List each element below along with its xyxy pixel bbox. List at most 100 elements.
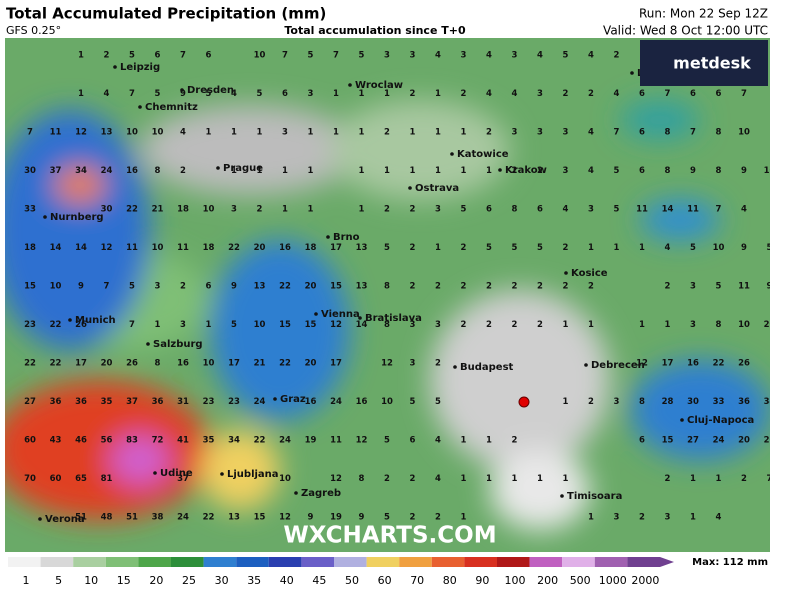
grid-value: 37 — [50, 166, 62, 176]
grid-value: 10 — [764, 166, 776, 176]
grid-value: 5 — [384, 243, 390, 253]
title: Total Accumulated Precipitation (mm) — [6, 5, 326, 23]
grid-value: 12 — [101, 243, 113, 253]
grid-value: 2 — [180, 166, 186, 176]
grid-value: 9 — [231, 282, 237, 292]
grid-value: 2 — [104, 51, 110, 61]
grid-value: 10 — [738, 320, 750, 330]
legend-label: 90 — [475, 574, 489, 587]
grid-value: 1 — [614, 243, 620, 253]
legend-swatch — [366, 557, 400, 567]
legend-label: 5 — [55, 574, 62, 587]
grid-value: 2 — [537, 320, 543, 330]
grid-value: 22 — [228, 243, 240, 253]
city-label: Ljubljana — [227, 469, 279, 480]
grid-value: 5 — [614, 166, 620, 176]
grid-value: 5 — [512, 243, 518, 253]
city-dot — [153, 471, 157, 475]
grid-value: 21 — [152, 205, 164, 215]
grid-value: 60 — [24, 436, 36, 446]
grid-value: 1 — [78, 89, 84, 99]
grid-value: 83 — [126, 436, 138, 446]
grid-value: 4 — [435, 474, 441, 484]
grid-value: 1 — [512, 474, 518, 484]
grid-value: 3 — [614, 513, 620, 523]
grid-value: 12 — [330, 320, 342, 330]
city-dot — [314, 312, 318, 316]
grid-value: 2 — [410, 513, 416, 523]
grid-value: 4 — [435, 436, 441, 446]
grid-value: 15 — [662, 436, 674, 446]
city-label: Zagreb — [301, 488, 341, 499]
legend-swatch — [497, 557, 530, 567]
city-label: Krakow — [505, 165, 547, 176]
legend-label: 30 — [215, 574, 229, 587]
subtitle: Total accumulation since T+0 — [284, 24, 466, 37]
city-label: Timisoara — [567, 491, 622, 502]
city-dot — [498, 168, 502, 172]
grid-value: 20 — [101, 359, 113, 369]
grid-value: 3 — [435, 205, 441, 215]
grid-value: 2 — [563, 89, 569, 99]
grid-value: 36 — [50, 397, 62, 407]
grid-value: 9 — [741, 243, 747, 253]
grid-value: 8 — [716, 320, 722, 330]
grid-value: 36 — [152, 397, 164, 407]
grid-value: 2 — [741, 474, 747, 484]
grid-value: 7 — [129, 89, 135, 99]
legend-swatch — [73, 557, 106, 567]
grid-value: 16 — [356, 397, 368, 407]
grid-value: 1 — [257, 128, 263, 138]
run: Run: Mon 22 Sep 12Z — [639, 7, 768, 21]
city-label: Udine — [160, 468, 193, 479]
grid-value: 13 — [228, 513, 240, 523]
grid-value: 1 — [359, 205, 365, 215]
grid-value: 1 — [410, 128, 416, 138]
grid-value: 17 — [330, 359, 342, 369]
legend-label: 45 — [312, 574, 326, 587]
grid-value: 1 — [333, 128, 339, 138]
grid-value: 22 — [713, 359, 725, 369]
grid-value: 9 — [359, 513, 365, 523]
city-dot — [630, 71, 634, 75]
grid-value: 1 — [639, 320, 645, 330]
grid-value: 1 — [257, 166, 263, 176]
grid-value: 2 — [639, 513, 645, 523]
grid-value: 11 — [687, 205, 699, 215]
grid-value: 1 — [359, 89, 365, 99]
city-dot — [560, 494, 564, 498]
grid-value: 30 — [101, 205, 113, 215]
grid-value: 22 — [279, 359, 291, 369]
grid-value: 6 — [639, 128, 645, 138]
grid-value: 8 — [384, 282, 390, 292]
grid-value: 2 — [486, 128, 492, 138]
grid-value: 5 — [384, 513, 390, 523]
city-label: Leipzig — [120, 62, 160, 73]
grid-value: 12 — [636, 359, 648, 369]
grid-value: 4 — [716, 513, 722, 523]
grid-value: 34 — [228, 436, 240, 446]
map: 1 2 5 6 7 6 10 7 5 7 5 3 3 4 3 4 3 4 5 4 21 4 7 5 9 5 4 5 6 3 1 1 1 2 1 2 4 4… — [5, 38, 776, 552]
grid-value: 22 — [279, 282, 291, 292]
grid-value: 8 — [665, 166, 671, 176]
grid-value: 1 — [716, 474, 722, 484]
grid-value: 27 — [24, 397, 36, 407]
grid-value: 33 — [713, 397, 725, 407]
grid-value: 22 — [254, 436, 266, 446]
grid-value: 6 — [716, 89, 722, 99]
grid-value: 6 — [690, 89, 696, 99]
grid-value: 24 — [330, 397, 342, 407]
grid-value: 7 — [104, 282, 110, 292]
grid-value: 2 — [461, 89, 467, 99]
grid-value: 1 — [665, 320, 671, 330]
grid-value: 38 — [152, 513, 164, 523]
city-dot — [146, 342, 150, 346]
logo: metdesk — [673, 54, 751, 73]
city-label: Chemnitz — [145, 102, 198, 113]
grid-value: 6 — [639, 166, 645, 176]
logo-box — [640, 40, 768, 86]
grid-value: 14 — [662, 205, 674, 215]
legend-label: 2000 — [631, 574, 659, 587]
grid-value: 56 — [101, 436, 113, 446]
city-dot — [584, 363, 588, 367]
